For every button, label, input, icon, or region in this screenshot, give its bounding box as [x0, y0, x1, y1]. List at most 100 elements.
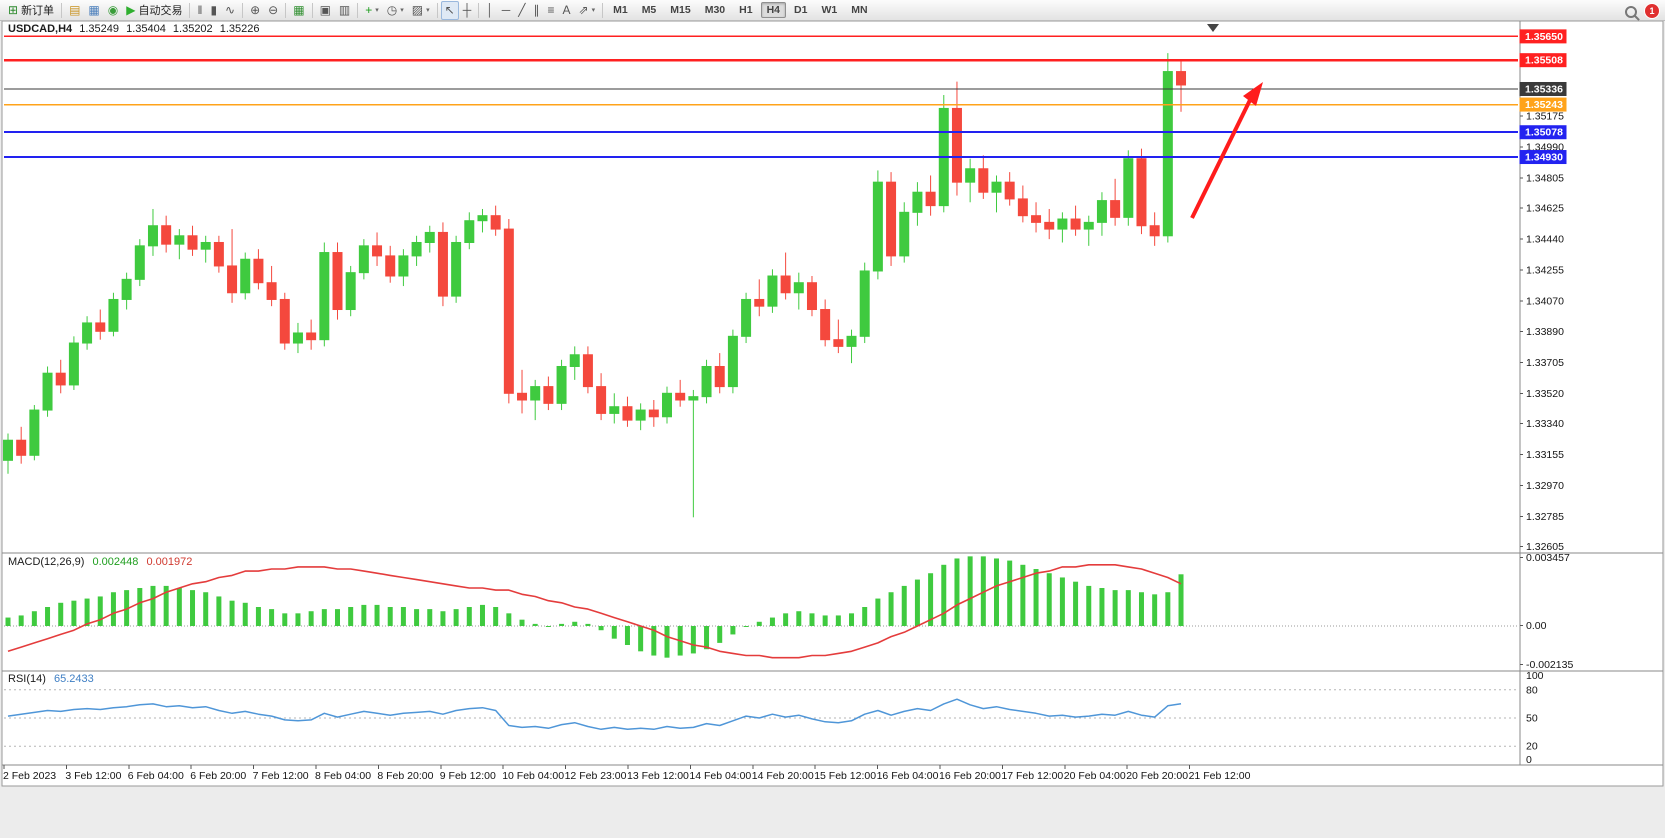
trendline-icon: ╱	[518, 3, 526, 17]
cascade-windows-button[interactable]: ▣	[316, 1, 335, 20]
candle	[1031, 215, 1042, 223]
macd-histogram-bar	[387, 607, 393, 626]
timeframe-m15-button[interactable]: M15	[670, 4, 691, 16]
macd-histogram-bar	[651, 626, 657, 656]
horizontal-line-button[interactable]: ─	[498, 1, 515, 20]
timeframe-h1-button[interactable]: H1	[739, 4, 753, 16]
trend-arrow-head[interactable]	[1243, 82, 1263, 106]
macd-histogram-bar	[559, 623, 565, 626]
candle	[279, 298, 290, 344]
time-label: 9 Feb 12:00	[440, 770, 496, 782]
time-label: 2 Feb 2023	[3, 770, 56, 782]
ohlc-low-value: 1.35202	[172, 23, 213, 35]
navigator-button[interactable]: ◉	[104, 1, 122, 20]
timeframe-m30-button[interactable]: M30	[704, 4, 726, 16]
candle	[1123, 158, 1134, 218]
macd-histogram-bar	[1165, 592, 1171, 626]
market-watch-button[interactable]: ▤	[65, 1, 84, 20]
macd-histogram-bar	[796, 611, 802, 626]
macd-histogram-bar	[216, 596, 222, 626]
timeframe-mn-button[interactable]: MN	[851, 4, 868, 16]
trend-arrow-annotation[interactable]	[1190, 95, 1254, 219]
macd-histogram-bar	[295, 613, 301, 626]
macd-histogram-bar	[664, 626, 670, 658]
toolbar-separator	[61, 2, 63, 18]
candle	[675, 392, 686, 401]
trendline-button[interactable]: ╱	[514, 1, 529, 20]
price-badge-label: 1.35336	[1525, 83, 1563, 95]
macd-histogram-bar	[348, 607, 354, 626]
time-label: 15 Feb 12:00	[814, 770, 876, 782]
candle	[991, 181, 1002, 193]
time-label: 6 Feb 04:00	[128, 770, 184, 782]
templates-button[interactable]: ▨ ▾	[408, 1, 434, 20]
price-tick-label: 1.34625	[1526, 203, 1564, 215]
clock-icon: ◷	[386, 3, 398, 17]
search-icon[interactable]	[1625, 6, 1637, 18]
data-window-button[interactable]: ▦	[84, 1, 103, 20]
macd-histogram-bar	[493, 607, 499, 626]
timeframe-m5-button[interactable]: M5	[641, 4, 657, 16]
candle	[622, 406, 633, 421]
notification-badge[interactable]: 1	[1644, 3, 1660, 19]
timeframe-w1-button[interactable]: W1	[821, 4, 838, 16]
crosshair-button[interactable]: ┼	[459, 1, 476, 20]
text-button[interactable]: A	[559, 1, 575, 20]
candle	[1017, 198, 1028, 217]
timeframe-m1-button[interactable]: M1	[613, 4, 628, 16]
channel-button[interactable]: ∥	[529, 1, 543, 20]
cursor-button[interactable]: ↖	[440, 0, 459, 20]
candlestick-chart-type-button[interactable]: ▮	[206, 1, 221, 20]
candle	[1044, 221, 1055, 230]
candle	[174, 235, 185, 245]
timeframe-h4-button[interactable]: H4	[760, 2, 787, 18]
candle	[886, 181, 897, 257]
toolbar-separator	[311, 2, 313, 18]
macd-histogram-bar	[414, 609, 420, 626]
arrange-windows-button[interactable]: ▥	[335, 1, 354, 20]
candle	[754, 298, 765, 307]
candle	[437, 231, 448, 297]
macd-histogram-bar	[835, 615, 841, 626]
macd-histogram-bar	[97, 596, 103, 626]
macd-histogram-bar	[335, 609, 340, 626]
tile-windows-button[interactable]: ▦	[289, 1, 308, 20]
candle	[95, 322, 106, 332]
bar-chart-type-button[interactable]: ‖	[193, 1, 206, 20]
fibonacci-button[interactable]: ≡	[543, 1, 558, 20]
macd-histogram-bar	[18, 615, 24, 626]
macd-histogram-bar	[624, 626, 630, 645]
timeframe-d1-button[interactable]: D1	[794, 4, 808, 16]
arrows-button[interactable]: ⇗ ▾	[575, 1, 600, 20]
price-badge	[1519, 29, 1567, 44]
macd-histogram-bar	[704, 626, 710, 650]
line-chart-type-button[interactable]: ∿	[221, 1, 239, 20]
macd-histogram-bar	[255, 607, 261, 626]
candle	[82, 322, 93, 344]
candle	[385, 255, 396, 277]
macd-histogram-bar	[809, 613, 815, 626]
macd-histogram-bar	[282, 613, 288, 626]
macd-histogram-bar	[361, 604, 367, 626]
periods-button[interactable]: ◷ ▾	[383, 1, 408, 20]
candle	[477, 215, 488, 222]
candle	[345, 272, 356, 311]
zoom-out-button[interactable]: ⊖	[264, 1, 282, 20]
candle	[213, 241, 224, 267]
price-tick-label: 1.34255	[1526, 265, 1564, 277]
macd-histogram-bar	[84, 598, 90, 626]
zoom-in-button[interactable]: ⊕	[246, 1, 264, 20]
vertical-line-button[interactable]: │	[482, 1, 498, 20]
macd-histogram-bar	[1099, 588, 1105, 626]
new-order-button[interactable]: ⊞ 新订单	[4, 1, 58, 20]
autotrading-button[interactable]: ▶ 自动交易	[122, 1, 186, 20]
candle	[29, 409, 40, 456]
cascade-windows-icon: ▣	[319, 3, 331, 17]
indicators-button[interactable]: + ▾	[361, 1, 383, 20]
chart-shift-marker[interactable]	[1207, 24, 1219, 32]
candle	[556, 365, 567, 404]
price-tick-label: 1.32785	[1526, 511, 1564, 523]
macd-histogram-bar	[967, 556, 973, 626]
